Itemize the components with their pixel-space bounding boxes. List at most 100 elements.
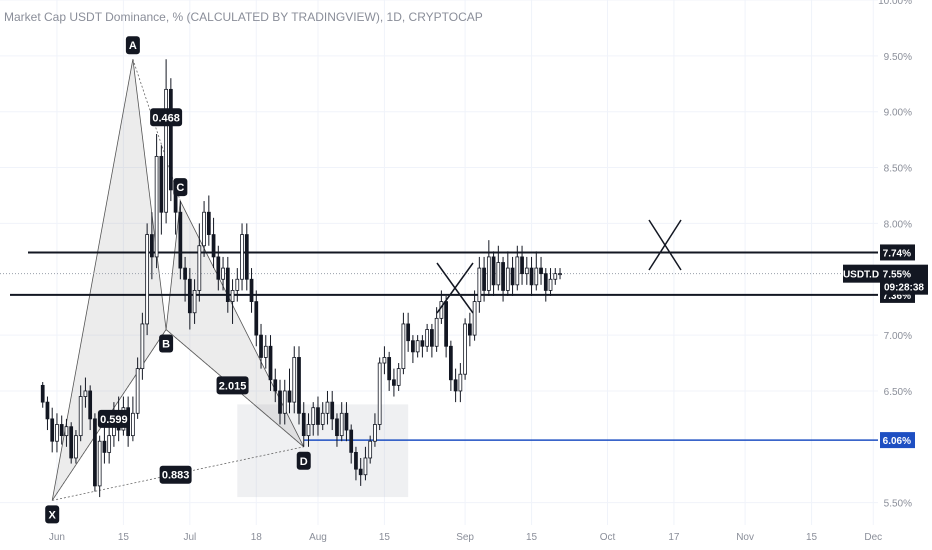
candle-body [178, 211, 183, 269]
candle-body [107, 435, 112, 453]
candle-body [335, 418, 339, 437]
candle-body [69, 426, 74, 459]
candle-body [368, 440, 373, 459]
candle-body [83, 390, 88, 397]
candle-body [244, 234, 249, 280]
point-label-c: C [176, 182, 184, 194]
candle-body [482, 267, 486, 291]
candle-body [40, 384, 45, 403]
candle-body [373, 424, 377, 442]
x-tick-label: Sep [456, 532, 474, 543]
countdown-timer: 09:28:38 [884, 283, 924, 294]
x-tick-label: Oct [600, 532, 616, 543]
candle-body [159, 155, 164, 213]
y-tick-label: 9.00% [884, 108, 912, 119]
candle-body [268, 345, 273, 381]
x-tick-label: Aug [309, 532, 327, 543]
candle-body [425, 329, 430, 347]
candle-body [206, 211, 211, 235]
ratio-label-bg [97, 409, 130, 428]
candle-body [387, 357, 392, 381]
point-label-bg [296, 451, 311, 470]
candle-body [50, 418, 55, 442]
candle-body [491, 256, 496, 286]
candle-body [259, 334, 263, 358]
candle-body [401, 323, 406, 370]
pattern-labels-layer: X A B C D 0.468 0.599 2.015 0.883 [45, 36, 311, 524]
candle-body [78, 396, 83, 437]
candle-body [74, 435, 78, 459]
candle-body [97, 440, 102, 487]
candle-body [216, 256, 221, 280]
candle-body [354, 451, 358, 470]
candle-body [325, 401, 330, 414]
candle-body [444, 301, 448, 347]
candle-body [496, 262, 501, 286]
level-tag-bg [880, 244, 915, 261]
candle-body [306, 424, 311, 437]
candle-body [330, 401, 335, 420]
point-label-x: X [49, 509, 57, 521]
candle-body [515, 256, 520, 286]
point-label-bg [159, 334, 174, 353]
level-tag-label: 7.74% [883, 248, 911, 259]
axes-layer: 10.00% 9.50% 9.00% 8.50% 8.00% 7.00% 6.50% 5.50… [49, 0, 928, 543]
candle-body [472, 301, 477, 336]
candle-body [520, 256, 524, 275]
candle-body [88, 390, 93, 420]
candle-body [282, 390, 287, 414]
candle-body [543, 273, 548, 291]
level-tag-label: 6.06% [883, 436, 911, 447]
candle-body [430, 329, 434, 347]
candle-body [505, 267, 510, 291]
candle-body [273, 379, 278, 392]
candle-body [164, 88, 168, 213]
candle-body [211, 234, 216, 258]
x-tick-label: 15 [118, 532, 130, 543]
candle-body [349, 429, 354, 453]
point-label-d: D [300, 456, 308, 468]
candle-body [254, 301, 259, 336]
point-label-a: A [129, 40, 137, 52]
candle-body [467, 323, 472, 336]
x-tick-label: Dec [864, 532, 882, 543]
candles-layer [40, 59, 562, 498]
candle-body [358, 468, 363, 476]
candle-body [168, 88, 173, 191]
last-price-tag-bg [880, 264, 928, 295]
candle-body [240, 234, 244, 280]
candle-body [192, 290, 197, 314]
candle-body [448, 345, 453, 381]
x-tick-label: 15 [379, 532, 391, 543]
point-label-bg [173, 178, 188, 197]
y-tick-label: 8.50% [884, 164, 912, 175]
candle-body [539, 267, 543, 275]
candle-body [339, 412, 344, 437]
candle-body [486, 256, 491, 291]
ratio-label: 0.599 [100, 414, 128, 426]
candle-body [344, 412, 349, 431]
point-label-b: B [162, 339, 170, 351]
point-label-bg [125, 36, 140, 55]
ratio-label: 0.883 [162, 470, 190, 482]
candle-body [249, 278, 254, 302]
candle-body [420, 340, 425, 347]
x-tick-label: Jul [183, 532, 196, 543]
ratio-label-bg [216, 376, 249, 395]
candle-body [458, 373, 463, 392]
candle-body [453, 379, 458, 392]
grid [0, 0, 878, 525]
y-tick-label: 7.00% [884, 331, 912, 342]
symbol-tag: USDT.D [843, 270, 879, 281]
candle-body [64, 426, 69, 437]
candle-body [187, 278, 192, 314]
candle-body [154, 155, 159, 258]
candle-body [93, 418, 97, 487]
candle-body [221, 267, 225, 280]
y-tick-label: 5.50% [884, 499, 912, 510]
point-label-bg [45, 505, 60, 524]
ratio-label: 2.015 [219, 380, 247, 392]
candle-body [382, 357, 387, 364]
candle-body [225, 267, 230, 302]
